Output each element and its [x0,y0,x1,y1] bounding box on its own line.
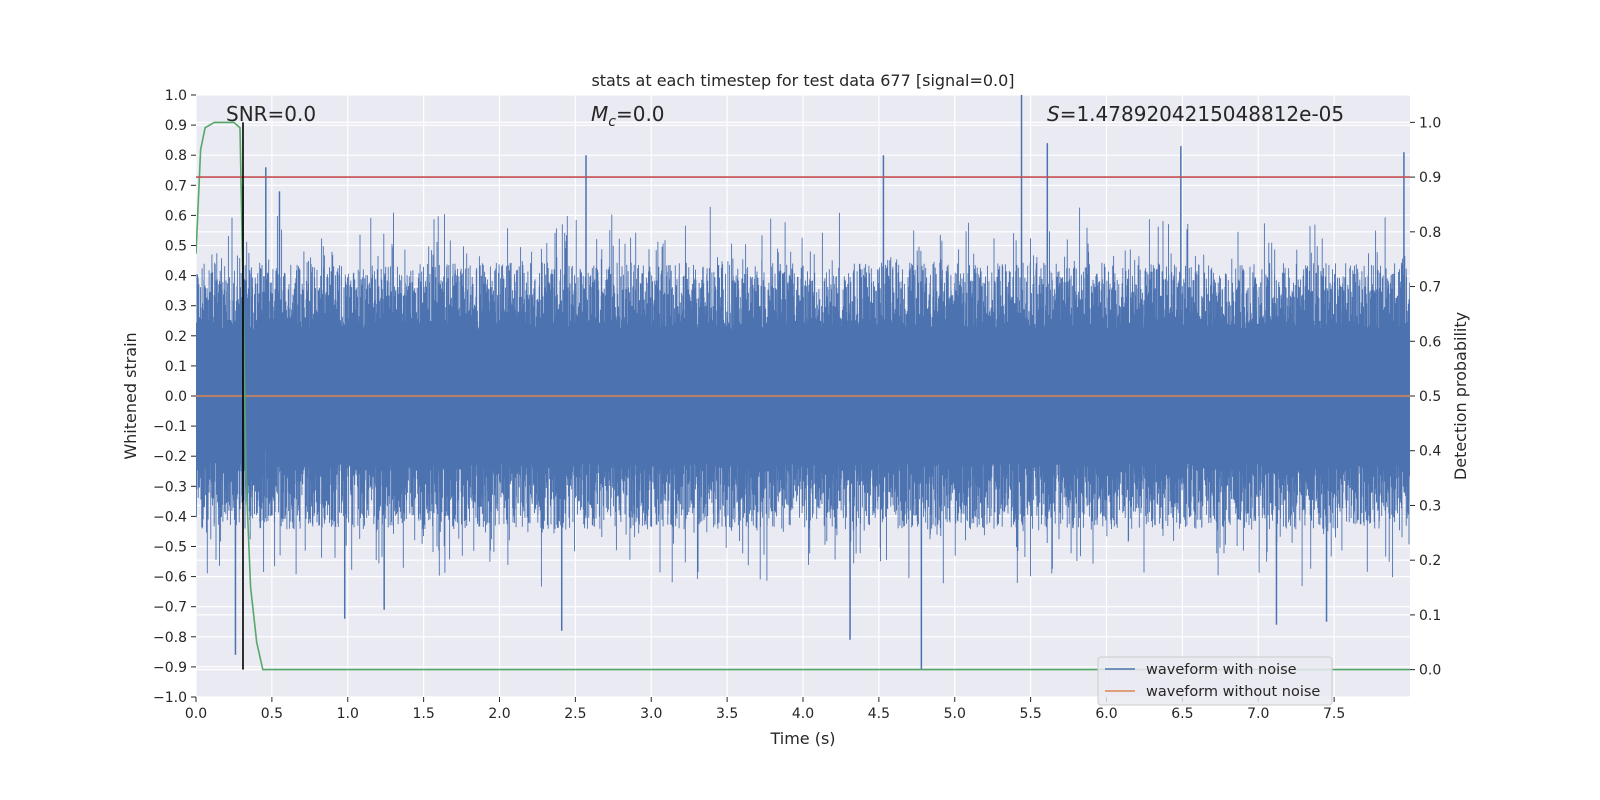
x-axis: 0.0 0.5 1.0 1.5 2.0 2.5 3.0 3.5 4.0 4.5 5.0 5.5 6.0 6… [185,697,1345,722]
y-left-tick-label: 0.5 [165,239,187,255]
y-left-tick-label: 0.8 [165,148,187,164]
y-axis-left: −1.0 −0.9 −0.8 −0.7 −0.6 −0.5 −0.4 −0.3 −0.2 −0.1… [153,88,196,706]
y-right-tick-label: 0.0 [1419,663,1441,679]
y-left-tick-label: −0.4 [153,509,187,525]
x-tick-label: 5.5 [1019,706,1041,722]
y-left-tick-label: −0.7 [153,600,187,616]
y-left-tick-label: 1.0 [165,88,187,104]
series-detection-probability [196,121,1410,671]
y-right-tick-label: 0.6 [1419,334,1441,350]
y-axis-right-label: Detection probability [1451,312,1470,480]
y-left-tick-label: −0.6 [153,570,187,586]
x-tick-label: 7.0 [1247,706,1269,722]
mc-symbol: M [591,102,608,126]
y-right-tick-label: 0.1 [1419,608,1441,624]
y-right-tick-label: 0.5 [1419,389,1441,405]
y-left-tick-label: −0.8 [153,630,187,646]
y-left-tick-label: 0.1 [165,359,187,375]
y-left-tick-label: 0.4 [165,269,187,285]
noise-trace [196,206,1410,587]
y-right-tick-label: 0.9 [1419,170,1441,186]
legend-box [1097,656,1333,706]
y-left-tick-label: −0.1 [153,419,187,435]
y-left-tick-label: −0.3 [153,479,187,495]
mc-annotation: Mc=0.0 [591,102,665,130]
y-left-tick-label: 0.3 [165,299,187,315]
x-tick-label: 2.0 [488,706,510,722]
x-tick-label: 5.0 [944,706,966,722]
x-tick-label: 4.0 [792,706,814,722]
x-axis-label: Time (s) [769,729,835,748]
y-right-tick-label: 0.7 [1419,280,1441,296]
y-axis-left-label: Whitened strain [121,332,140,459]
y-left-tick-label: −0.2 [153,449,187,465]
s-symbol: S [1047,102,1060,126]
s-value: =1.4789204215048812e-05 [1060,102,1344,126]
y-left-tick-label: 0.7 [165,178,187,194]
mc-value: =0.0 [616,102,665,126]
y-right-tick-label: 0.8 [1419,225,1441,241]
y-right-tick-label: 0.3 [1419,498,1441,514]
mc-subscript: c [608,114,616,130]
x-tick-label: 6.0 [1095,706,1117,722]
y-right-tick-label: 0.2 [1419,553,1441,569]
y-right-tick-label: 0.4 [1419,444,1441,460]
y-left-tick-label: −0.9 [153,660,187,676]
x-tick-label: 2.5 [564,706,586,722]
legend: waveform with noise waveform without noi… [1097,656,1333,706]
series-waveform-with-noise [196,95,1410,670]
x-tick-label: 7.5 [1323,706,1345,722]
x-tick-label: 6.5 [1171,706,1193,722]
y-left-tick-label: 0.2 [165,329,187,345]
y-left-tick-label: −0.5 [153,540,187,556]
y-left-tick-label: −1.0 [153,690,187,706]
chart-title: stats at each timestep for test data 677… [591,71,1014,90]
x-tick-label: 3.5 [716,706,738,722]
y-axis-right: 0.0 0.1 0.2 0.3 0.4 0.5 0.6 0.7 0.8 0.9 1.0 [1410,115,1441,679]
legend-label-clean: waveform without noise [1146,684,1320,700]
x-tick-label: 0.5 [261,706,283,722]
x-tick-label: 4.5 [868,706,890,722]
x-tick-label: 0.0 [185,706,207,722]
y-left-tick-label: 0.6 [165,208,187,224]
s-annotation: S=1.4789204215048812e-05 [1047,102,1344,126]
y-left-tick-label: 0.9 [165,118,187,134]
snr-annotation: SNR=0.0 [226,102,316,126]
x-tick-label: 3.0 [640,706,662,722]
x-tick-label: 1.0 [337,706,359,722]
legend-label-noise: waveform with noise [1146,662,1297,678]
series-layer [196,95,1410,671]
y-right-tick-label: 1.0 [1419,115,1441,131]
x-tick-label: 1.5 [412,706,434,722]
y-left-tick-label: 0.0 [165,389,187,405]
